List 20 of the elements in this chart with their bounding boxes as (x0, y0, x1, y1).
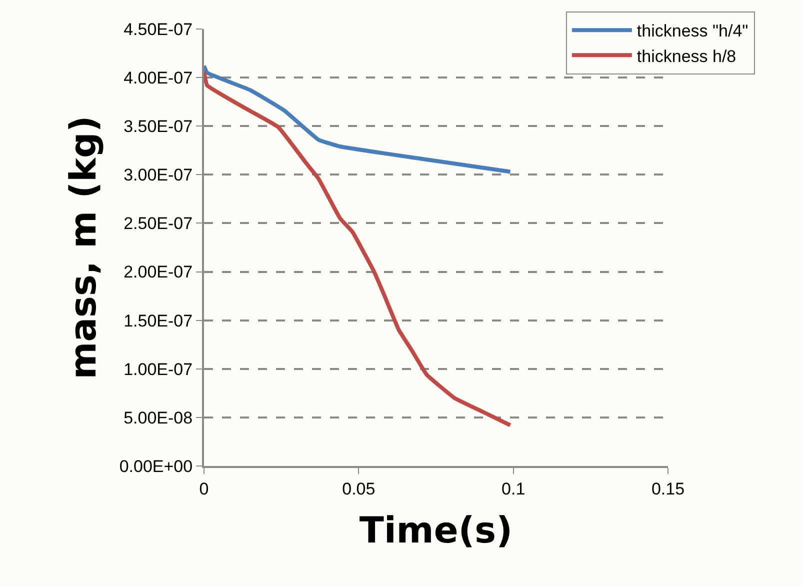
x-axis-title: Time(s) (359, 510, 513, 552)
y-tick-label: 5.00E-08 (124, 408, 193, 428)
y-tick-label: 0.00E+00 (119, 456, 193, 476)
y-tick-label: 2.50E-07 (124, 214, 193, 234)
y-tick-label: 2.00E-07 (124, 262, 193, 282)
y-tick-label: 1.50E-07 (124, 311, 193, 330)
y-tick-label: 3.00E-07 (124, 166, 193, 185)
line-series (204, 64, 512, 174)
x-tick-label: 0.1 (502, 479, 526, 498)
y-tick-label: 1.00E-07 (124, 360, 193, 379)
y-tick-label: 3.50E-07 (124, 117, 193, 136)
y-tick-label: 4.00E-07 (124, 68, 193, 88)
x-tick-label: 0 (199, 479, 209, 498)
x-tick-label: 0.05 (342, 479, 376, 498)
legend-label: thickness "h/4" (636, 22, 748, 41)
legend-label: thickness h/8 (636, 46, 736, 66)
y-tick-label: 4.50E-07 (124, 20, 193, 39)
x-tick-label: 0.15 (651, 479, 685, 498)
line-series (204, 70, 512, 428)
y-axis-title: mass, m (kg) (64, 116, 105, 380)
